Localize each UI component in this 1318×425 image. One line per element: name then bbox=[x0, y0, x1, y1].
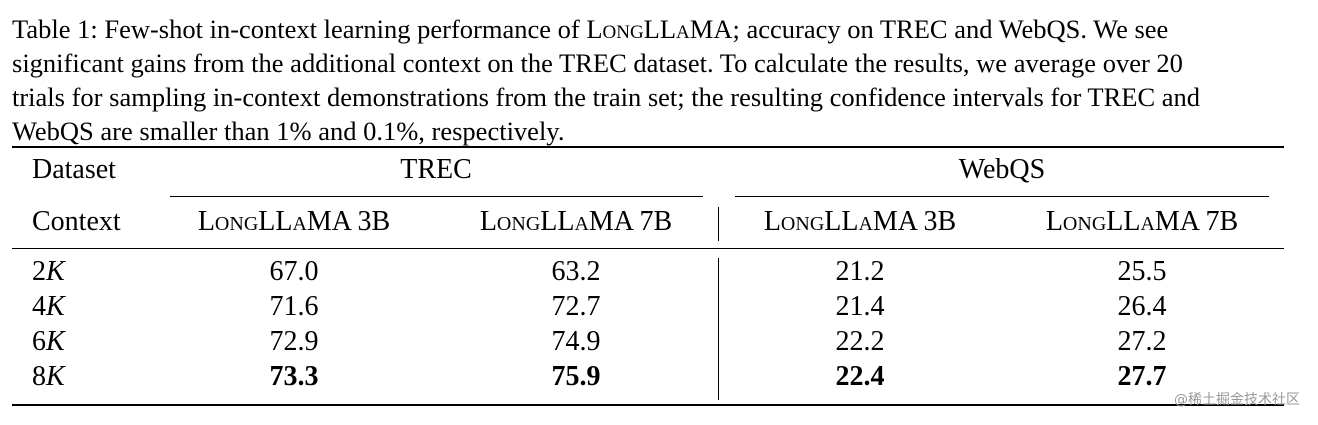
value-cell: 22.2 bbox=[835, 326, 885, 357]
value-cell: 26.4 bbox=[1117, 291, 1167, 322]
trec-header: TREC bbox=[400, 154, 472, 185]
context-cell: 8K bbox=[32, 361, 65, 392]
header-separator bbox=[718, 207, 720, 241]
caption-label: Table 1: bbox=[12, 14, 98, 44]
body-separator bbox=[718, 258, 720, 400]
value-cell: 74.9 bbox=[551, 326, 601, 357]
value-cell: 21.4 bbox=[835, 291, 885, 322]
col-header-trec-3b: LongLLaMA 3B bbox=[197, 206, 391, 237]
col-header-webqs-3b: LongLLaMA 3B bbox=[763, 206, 957, 237]
col-header-trec-7b: LongLLaMA 7B bbox=[479, 206, 673, 237]
value-cell: 72.7 bbox=[551, 291, 601, 322]
caption-line-2: significant gains from the additional co… bbox=[12, 48, 1183, 78]
context-cell: 2K bbox=[32, 256, 65, 287]
bottom-rule bbox=[12, 404, 1284, 406]
context-header: Context bbox=[32, 206, 121, 237]
trec-group-rule bbox=[170, 196, 703, 198]
watermark: @稀土掘金技术社区 bbox=[1174, 392, 1300, 408]
value-cell-best: 22.4 bbox=[835, 361, 885, 392]
caption-line-1: Table 1: Few-shot in-context learning pe… bbox=[12, 14, 1169, 44]
caption-line-4: WebQS are smaller than 1% and 0.1%, resp… bbox=[12, 116, 565, 146]
value-cell: 72.9 bbox=[269, 326, 319, 357]
value-cell: 25.5 bbox=[1117, 256, 1167, 287]
table-caption: Table 1: Few-shot in-context learning pe… bbox=[12, 12, 1302, 148]
model-name: LongLLaMA bbox=[586, 14, 733, 44]
webqs-group-rule bbox=[735, 196, 1269, 198]
webqs-header: WebQS bbox=[958, 154, 1046, 185]
value-cell-best: 73.3 bbox=[269, 361, 319, 392]
context-cell: 4K bbox=[32, 291, 65, 322]
context-cell: 6K bbox=[32, 326, 65, 357]
top-rule bbox=[12, 146, 1284, 148]
col-header-webqs-7b: LongLLaMA 7B bbox=[1045, 206, 1239, 237]
value-cell-best: 75.9 bbox=[551, 361, 601, 392]
mid-rule bbox=[12, 248, 1284, 250]
caption-line-3: trials for sampling in-context demonstra… bbox=[12, 82, 1201, 112]
value-cell: 27.2 bbox=[1117, 326, 1167, 357]
dataset-header: Dataset bbox=[32, 154, 116, 185]
value-cell: 67.0 bbox=[269, 256, 319, 287]
value-cell: 63.2 bbox=[551, 256, 601, 287]
value-cell: 21.2 bbox=[835, 256, 885, 287]
value-cell: 71.6 bbox=[269, 291, 319, 322]
value-cell-best: 27.7 bbox=[1117, 361, 1167, 392]
